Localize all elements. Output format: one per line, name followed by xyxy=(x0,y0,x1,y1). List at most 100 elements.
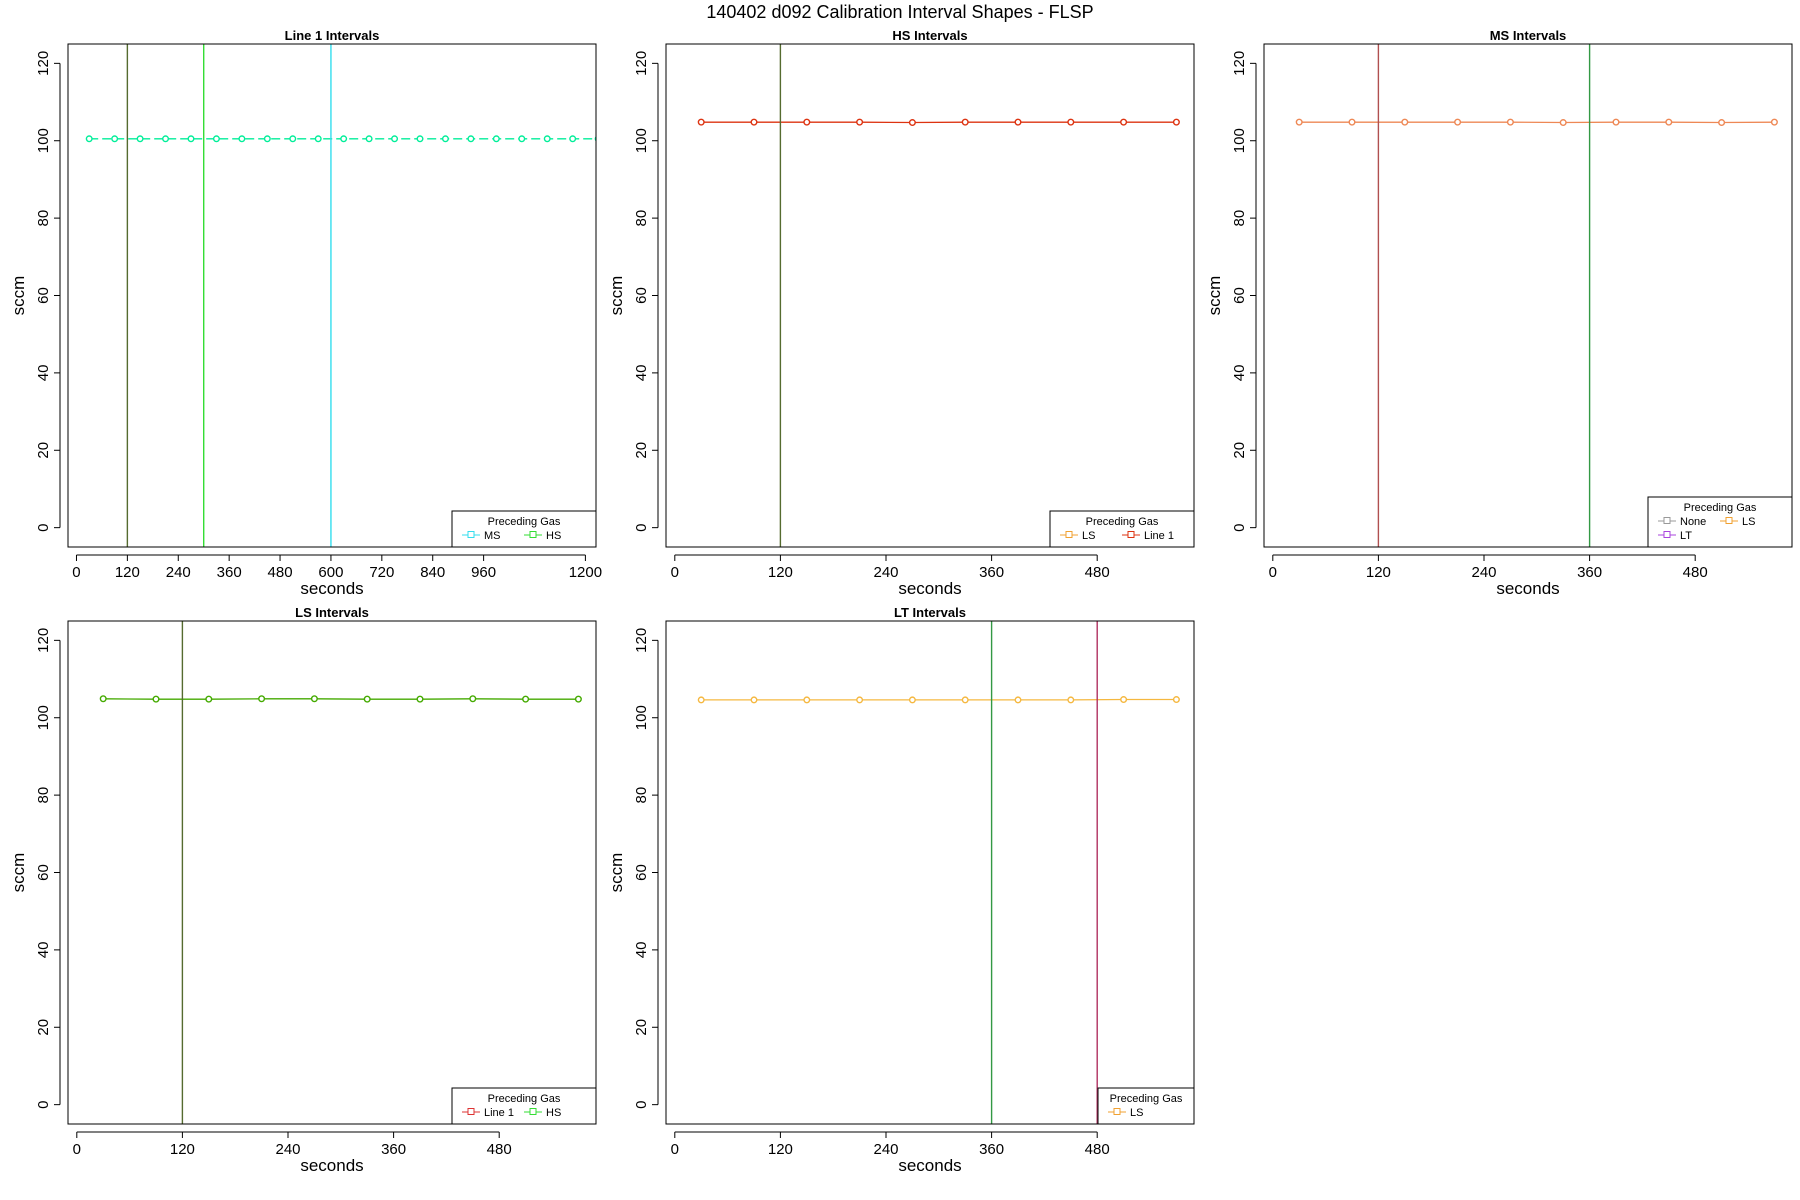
x-tick-label: 360 xyxy=(217,564,242,581)
y-tick-label: 120 xyxy=(35,628,52,653)
chart-title: Line 1 Intervals xyxy=(285,28,380,43)
x-tick-label: 0 xyxy=(73,1141,81,1158)
chart-panel-5: LT Intervals 0 120 240 360 480 seconds 0 20 40 60 8… xyxy=(607,605,1195,1175)
legend-swatch-marker xyxy=(467,1108,475,1115)
x-tick-label: 720 xyxy=(369,564,394,581)
y-tick-label: 40 xyxy=(633,365,650,382)
data-point xyxy=(543,135,551,143)
x-tick-label: 960 xyxy=(471,564,496,581)
legend-swatch-marker xyxy=(529,531,537,538)
x-tick-label: 480 xyxy=(1683,564,1708,581)
x-tick-label: 600 xyxy=(318,564,343,581)
chart-panel-4: LS Intervals 0 120 240 360 480 seconds 0 20 40 60 8… xyxy=(9,605,597,1175)
y-axis-label: sccm xyxy=(1205,276,1224,316)
x-tick-label: 240 xyxy=(873,1141,898,1158)
series-layer xyxy=(697,696,1180,704)
y-tick-label: 120 xyxy=(1231,51,1248,76)
x-tick-label: 480 xyxy=(1085,564,1110,581)
y-tick-label: 80 xyxy=(633,787,650,804)
data-point xyxy=(1718,119,1726,127)
plot-frame xyxy=(1263,43,1793,548)
x-tick-label: 240 xyxy=(275,1141,300,1158)
legend-title: Preceding Gas xyxy=(1110,1093,1183,1105)
y-tick-label: 80 xyxy=(1231,210,1248,227)
x-tick-label: 0 xyxy=(72,564,80,581)
x-tick-label: 120 xyxy=(115,564,140,581)
data-point xyxy=(152,695,160,703)
data-point xyxy=(908,119,916,127)
data-point xyxy=(238,135,246,143)
data-point xyxy=(314,135,322,143)
series-layer xyxy=(85,135,596,143)
data-point xyxy=(1014,696,1022,704)
x-tick-label: 120 xyxy=(170,1141,195,1158)
legend-entry-label: None xyxy=(1680,516,1706,528)
legend-entry-label: HS xyxy=(546,530,561,542)
y-tick-label: 0 xyxy=(35,1100,52,1108)
x-tick-label: 240 xyxy=(873,564,898,581)
plot-frame xyxy=(67,620,597,1125)
y-tick-label: 80 xyxy=(35,210,52,227)
data-point xyxy=(1172,696,1180,704)
data-point xyxy=(697,118,705,126)
legend-box xyxy=(1647,496,1793,548)
y-tick-label: 80 xyxy=(35,787,52,804)
legend-box xyxy=(451,1087,597,1125)
data-point xyxy=(1506,118,1514,126)
x-axis-label: seconds xyxy=(1496,579,1559,598)
x-tick-label: 0 xyxy=(671,1141,679,1158)
plot-frame xyxy=(665,620,1195,1125)
legend-entry-label: LS xyxy=(1742,516,1755,528)
y-tick-label: 60 xyxy=(633,864,650,881)
x-tick-label: 480 xyxy=(268,564,293,581)
data-point xyxy=(363,695,371,703)
legend: Preceding Gas None LS LT xyxy=(1647,496,1793,548)
plot-frame xyxy=(67,43,597,548)
data-point xyxy=(574,695,582,703)
x-tick-label: 360 xyxy=(979,564,1004,581)
data-point xyxy=(365,135,373,143)
legend-box xyxy=(451,510,597,548)
y-tick-label: 40 xyxy=(35,942,52,959)
data-point xyxy=(518,135,526,143)
x-tick-label: 240 xyxy=(166,564,191,581)
y-tick-label: 20 xyxy=(35,1019,52,1036)
chart-title: LT Intervals xyxy=(894,605,966,620)
y-tick-label: 120 xyxy=(35,51,52,76)
series-layer xyxy=(1295,118,1778,127)
data-point xyxy=(391,135,399,143)
y-tick-label: 100 xyxy=(633,128,650,153)
data-point xyxy=(1067,696,1075,704)
data-point xyxy=(750,696,758,704)
y-tick-label: 0 xyxy=(1231,523,1248,531)
data-point xyxy=(1348,118,1356,126)
legend: Preceding Gas Line 1 HS xyxy=(451,1087,597,1125)
legend-title: Preceding Gas xyxy=(488,1093,561,1105)
data-point xyxy=(1172,118,1180,126)
data-point xyxy=(803,118,811,126)
data-point xyxy=(908,696,916,704)
data-point xyxy=(1014,118,1022,126)
y-tick-label: 100 xyxy=(633,705,650,730)
y-tick-label: 40 xyxy=(1231,365,1248,382)
legend-entry-label: LS xyxy=(1130,1107,1143,1119)
legend-swatch-marker xyxy=(1113,1108,1121,1115)
legend-entry-label: Line 1 xyxy=(484,1107,514,1119)
y-tick-label: 20 xyxy=(35,442,52,459)
data-point xyxy=(85,135,93,143)
series-layer xyxy=(99,695,582,703)
chart-panel-3: MS Intervals 0 120 240 360 480 seconds 0 20 40 60 8… xyxy=(1205,28,1793,598)
y-tick-label: 120 xyxy=(633,628,650,653)
data-point xyxy=(697,696,705,704)
chart-panel-2: HS Intervals 0 120 240 360 480 seconds 0 20 40 60 8… xyxy=(607,28,1195,598)
x-axis-label: seconds xyxy=(898,579,961,598)
data-point xyxy=(289,135,297,143)
legend-entry-label: HS xyxy=(546,1107,561,1119)
x-tick-label: 480 xyxy=(487,1141,512,1158)
y-tick-label: 0 xyxy=(35,523,52,531)
chart-title: LS Intervals xyxy=(295,605,369,620)
y-axis-label: sccm xyxy=(607,276,626,316)
x-tick-label: 360 xyxy=(381,1141,406,1158)
x-tick-label: 240 xyxy=(1471,564,1496,581)
